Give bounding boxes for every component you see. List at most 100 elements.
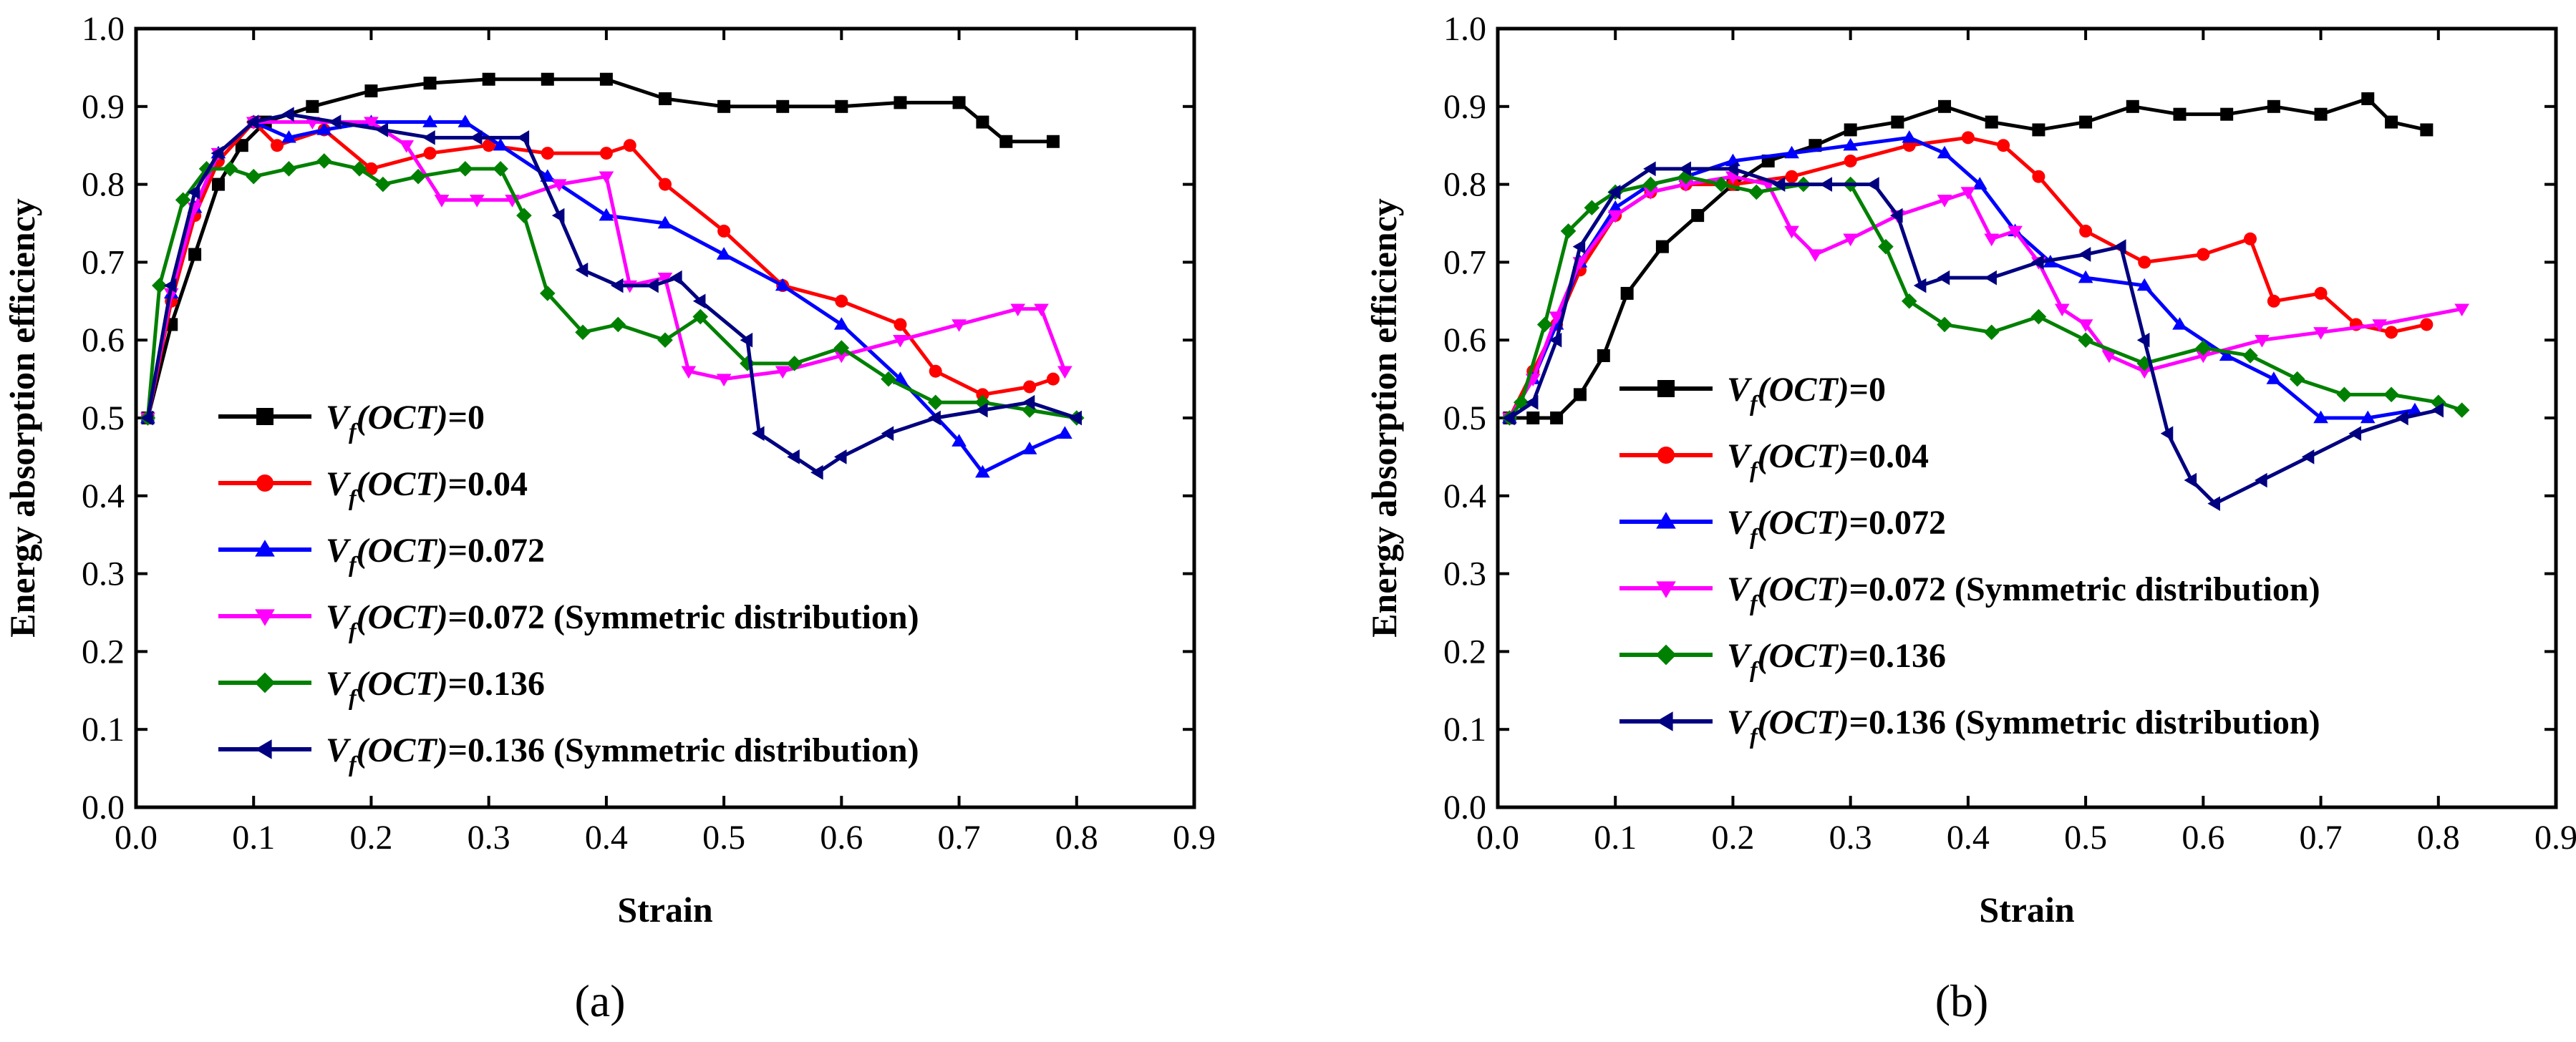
data-point — [1784, 225, 1799, 239]
x-tick-label: 0.0 — [115, 819, 158, 857]
data-point — [235, 139, 248, 152]
data-point — [493, 137, 508, 151]
data-point — [1584, 200, 1600, 216]
data-point — [975, 402, 988, 418]
data-point — [2383, 386, 2399, 403]
data-point — [188, 248, 202, 261]
legend-entry: Vf(OCT)=0.136 (Symmetric distribution) — [326, 731, 919, 776]
data-point — [952, 319, 967, 332]
x-axis-title: Strain — [1979, 890, 2075, 930]
data-point — [2172, 317, 2187, 330]
x-tick-label: 0.7 — [2300, 819, 2343, 857]
data-point — [399, 140, 415, 153]
data-point — [599, 171, 614, 185]
data-point — [422, 130, 435, 145]
data-point — [1057, 426, 1072, 439]
data-point — [599, 72, 613, 86]
x-tick-label: 0.5 — [2064, 819, 2107, 857]
data-point — [541, 147, 554, 160]
data-point — [599, 147, 613, 160]
data-point — [1678, 161, 1691, 177]
data-point — [2195, 340, 2212, 356]
data-point — [281, 161, 297, 177]
data-point — [410, 168, 426, 185]
data-point — [140, 410, 153, 426]
y-tick-label: 1.0 — [1443, 10, 1486, 48]
x-tick-label: 0.9 — [2534, 819, 2576, 857]
x-tick-label: 0.5 — [702, 819, 745, 857]
data-point — [281, 130, 296, 143]
data-point — [893, 335, 908, 348]
y-tick-label: 0.1 — [1443, 711, 1486, 749]
data-point — [1808, 249, 1823, 262]
y-tick-label: 0.5 — [1443, 399, 1486, 437]
data-point — [2420, 123, 2434, 137]
data-point — [1772, 177, 1786, 192]
data-point — [1536, 316, 1553, 333]
y-tick-label: 0.2 — [1443, 633, 1486, 671]
data-point — [2266, 371, 2282, 384]
y-tick-label: 0.9 — [1443, 88, 1486, 126]
y-tick-label: 0.2 — [82, 633, 125, 671]
data-point — [1560, 223, 1577, 239]
y-tick-label: 0.7 — [82, 243, 125, 281]
data-point — [316, 153, 332, 169]
y-tick-label: 0.7 — [1443, 243, 1486, 281]
data-point — [610, 278, 624, 293]
data-point — [775, 278, 790, 291]
data-point — [894, 318, 907, 331]
series-line — [145, 120, 1054, 419]
data-point — [881, 371, 896, 387]
data-point — [2385, 115, 2398, 129]
data-point — [1057, 366, 1072, 379]
data-point — [1046, 135, 1060, 148]
data-point — [1549, 311, 1564, 324]
data-point — [281, 107, 294, 122]
data-point — [352, 161, 367, 177]
legend-entry: Vf(OCT)=0.072 (Symmetric distribution) — [326, 598, 919, 643]
data-point — [222, 161, 238, 177]
data-point — [810, 464, 823, 480]
data-point — [1607, 200, 1623, 213]
data-point — [1937, 270, 1950, 286]
data-point — [928, 410, 941, 426]
y-tick-label: 0.4 — [1443, 477, 1486, 515]
data-point — [2078, 332, 2093, 348]
data-point — [775, 366, 790, 379]
data-point — [364, 117, 379, 130]
data-point — [2372, 319, 2388, 332]
series-4 — [140, 153, 1085, 426]
legend-marker — [1656, 711, 1673, 731]
data-point — [1643, 187, 1658, 200]
legend-entry: Vf(OCT)=0.04 — [326, 465, 528, 510]
data-point — [2136, 366, 2152, 379]
y-tick-label: 0.6 — [1443, 321, 1486, 359]
data-point — [2207, 496, 2220, 512]
series-5 — [1502, 161, 2444, 512]
data-point — [493, 161, 508, 177]
legend-entry: Vf(OCT)=0 — [1727, 371, 1886, 416]
data-point — [2244, 232, 2257, 245]
data-point — [1607, 185, 1621, 200]
data-point — [1691, 209, 1705, 223]
data-point — [1866, 177, 1879, 192]
data-point — [2385, 326, 2398, 339]
data-point — [1572, 239, 1586, 254]
legend-entry: Vf(OCT)=0.136 — [326, 665, 545, 710]
data-point — [246, 115, 259, 130]
legend-marker — [256, 408, 273, 425]
series-0 — [1503, 92, 2434, 424]
data-point — [1961, 131, 1975, 145]
data-point — [306, 99, 319, 113]
legend-marker — [255, 609, 275, 626]
data-point — [210, 145, 224, 161]
data-point — [2454, 303, 2469, 317]
legend-marker — [1657, 380, 1675, 397]
data-point — [2138, 255, 2151, 269]
data-point — [1937, 145, 1952, 159]
data-point — [1843, 233, 1859, 247]
data-point — [1844, 123, 1857, 137]
legend-entry: Vf(OCT)=0.136 (Symmetric distribution) — [1727, 703, 2320, 749]
data-point — [516, 130, 530, 145]
legend-marker — [1657, 447, 1675, 464]
